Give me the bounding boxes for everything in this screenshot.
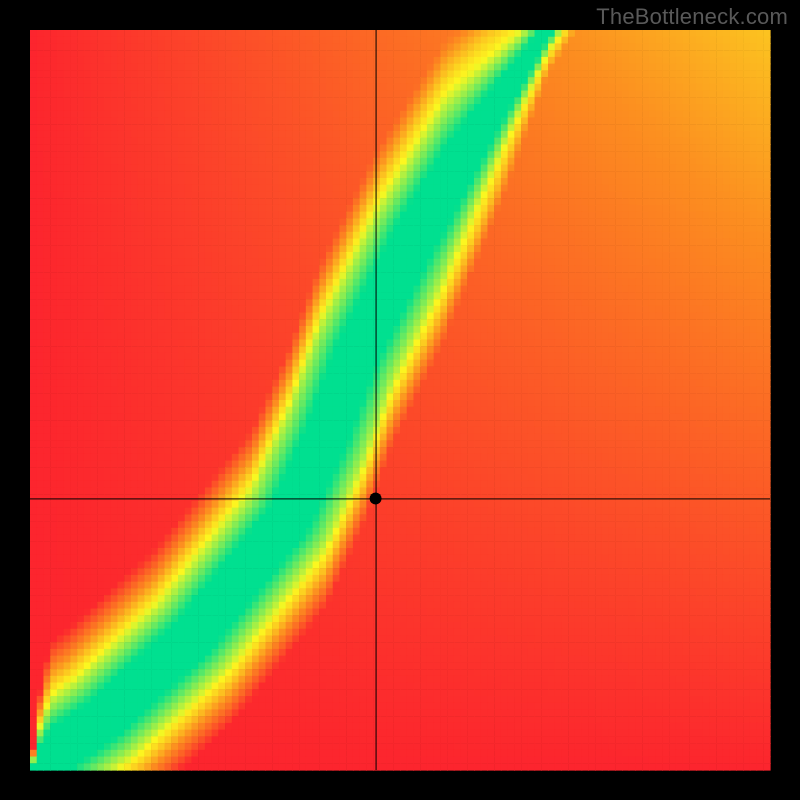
bottleneck-heatmap bbox=[0, 0, 800, 800]
watermark-text: TheBottleneck.com bbox=[596, 4, 788, 30]
